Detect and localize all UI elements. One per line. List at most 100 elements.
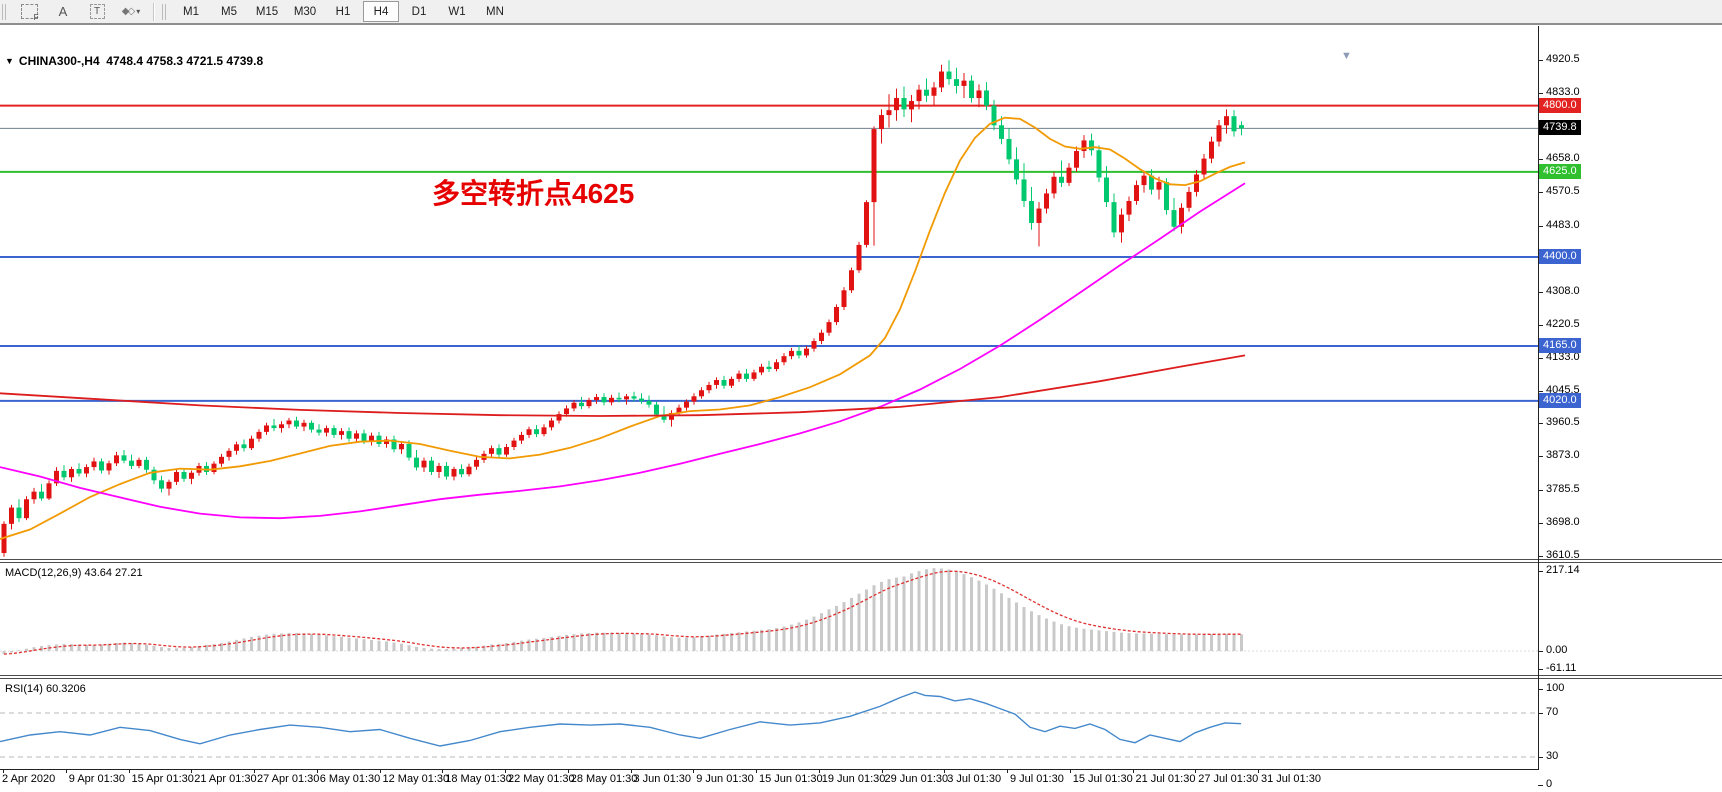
candle-body xyxy=(526,429,532,435)
candle-body xyxy=(616,397,622,400)
main-price-chart[interactable] xyxy=(0,49,1538,560)
rsi-axis-label: 70 xyxy=(1546,706,1559,718)
timeframe-button-M5[interactable]: M5 xyxy=(221,5,237,18)
candle-body xyxy=(61,470,67,478)
date-tick xyxy=(191,769,193,773)
fibonacci-tool-button[interactable]: F xyxy=(13,1,45,22)
candle-body xyxy=(804,348,809,356)
date-tick xyxy=(65,769,67,773)
candle-body xyxy=(1036,208,1042,223)
date-tick xyxy=(128,769,130,773)
candle-body xyxy=(1066,167,1072,183)
date-tick xyxy=(1007,769,1008,773)
panel-separator[interactable] xyxy=(0,559,1722,563)
timeframe-button-H1[interactable]: H1 xyxy=(335,5,351,18)
date-tick xyxy=(505,769,506,773)
candle-body xyxy=(459,468,464,475)
time-axis-border xyxy=(0,769,1539,770)
candle-body xyxy=(744,373,749,379)
chart-shift-marker[interactable]: ▼ xyxy=(1341,50,1352,62)
date-tick xyxy=(881,769,883,773)
candle-body xyxy=(774,362,779,370)
candle-body xyxy=(624,396,629,400)
candle-body xyxy=(789,350,794,357)
candle-body xyxy=(1111,202,1117,233)
timeframe-button-M1[interactable]: M1 xyxy=(183,5,199,18)
timeframe-button-D1[interactable]: D1 xyxy=(411,5,427,18)
text-label-tool-button[interactable]: A xyxy=(47,1,79,22)
macd-axis-label: -61.11 xyxy=(1546,662,1577,675)
timeframe-button-M15[interactable]: M15 xyxy=(255,5,279,18)
collapse-triangle-icon[interactable]: ▼ xyxy=(5,56,14,66)
level-price-label-4400.0: 4400.0 xyxy=(1539,249,1581,264)
candle-body xyxy=(504,447,509,455)
timeframe-button-M30[interactable]: M30 xyxy=(293,5,317,18)
macd-indicator-panel[interactable] xyxy=(0,563,1538,675)
candle-body xyxy=(1224,116,1229,126)
price-tick-label: 4570.5 xyxy=(1546,185,1580,198)
candle-body xyxy=(946,71,952,80)
timeframe-button-MN[interactable]: MN xyxy=(486,5,504,18)
candle-body xyxy=(144,459,149,470)
candle-body xyxy=(369,435,374,441)
chart-area[interactable]: ▼ CHINA300-,H4 4748.4 4758.3 4721.5 4739.… xyxy=(0,23,1722,791)
candle-body xyxy=(714,380,719,385)
date-tick xyxy=(379,769,381,773)
candle-body xyxy=(1209,141,1214,159)
candle-body xyxy=(916,89,922,102)
date-label: 3 Jul 01:30 xyxy=(947,773,1002,785)
candle-body xyxy=(106,463,112,471)
candle-body xyxy=(241,444,247,449)
text-icon: T xyxy=(89,4,105,19)
price-tick-label: 4920.5 xyxy=(1546,53,1580,65)
price-tick xyxy=(1538,159,1543,161)
price-tick-label: 3873.0 xyxy=(1546,449,1580,462)
price-tick-label: 4658.0 xyxy=(1546,152,1580,165)
price-tick xyxy=(1538,192,1543,194)
candle-body xyxy=(429,460,434,472)
price-tick-label: 3960.5 xyxy=(1546,416,1580,429)
candle-body xyxy=(451,468,457,477)
candle-body xyxy=(639,398,644,401)
candle-body xyxy=(384,439,389,444)
candle-body xyxy=(909,101,914,110)
rsi-tick xyxy=(1538,785,1543,786)
timeframe-button-H4[interactable]: H4 xyxy=(363,1,399,22)
date-label: 27 Apr 01:30 xyxy=(257,773,320,785)
toolbar-drag-handle[interactable] xyxy=(2,3,8,20)
candle-body xyxy=(1231,116,1237,132)
price-tick xyxy=(1538,358,1543,360)
candle-body xyxy=(661,414,667,420)
date-label: 21 Apr 01:30 xyxy=(194,773,257,785)
candle-body xyxy=(226,450,232,457)
chevron-down-icon: ▾ xyxy=(136,7,141,16)
arrows-tool-button[interactable]: ◆◇ ▾ xyxy=(115,1,147,22)
candle-body xyxy=(594,397,599,401)
panel-separator-2[interactable] xyxy=(0,675,1722,679)
candle-body xyxy=(1081,140,1087,152)
candle-body xyxy=(864,202,869,245)
price-tick-label: 3698.0 xyxy=(1546,515,1580,528)
candle-body xyxy=(1216,125,1222,142)
candle-body xyxy=(556,414,562,421)
candle-body xyxy=(219,456,224,464)
text-tool-button[interactable]: T xyxy=(81,1,113,22)
candle-body xyxy=(991,105,997,126)
candle-body xyxy=(781,356,787,363)
candle-body xyxy=(721,380,727,386)
candle-body xyxy=(166,481,172,489)
candle-body xyxy=(1059,176,1064,183)
candle-body xyxy=(1089,140,1094,151)
candle-body xyxy=(1096,150,1102,178)
date-tick xyxy=(567,769,569,773)
macd-tick xyxy=(1538,651,1543,652)
date-tick xyxy=(630,769,632,773)
macd-tick xyxy=(1538,669,1543,671)
candle-body xyxy=(609,397,614,403)
candle-body xyxy=(871,129,877,203)
candle-body xyxy=(99,461,104,471)
candle-body xyxy=(309,422,314,430)
timeframe-button-W1[interactable]: W1 xyxy=(448,5,466,18)
rsi-indicator-panel[interactable] xyxy=(0,679,1538,792)
timeframe-drag-handle[interactable] xyxy=(162,3,168,20)
